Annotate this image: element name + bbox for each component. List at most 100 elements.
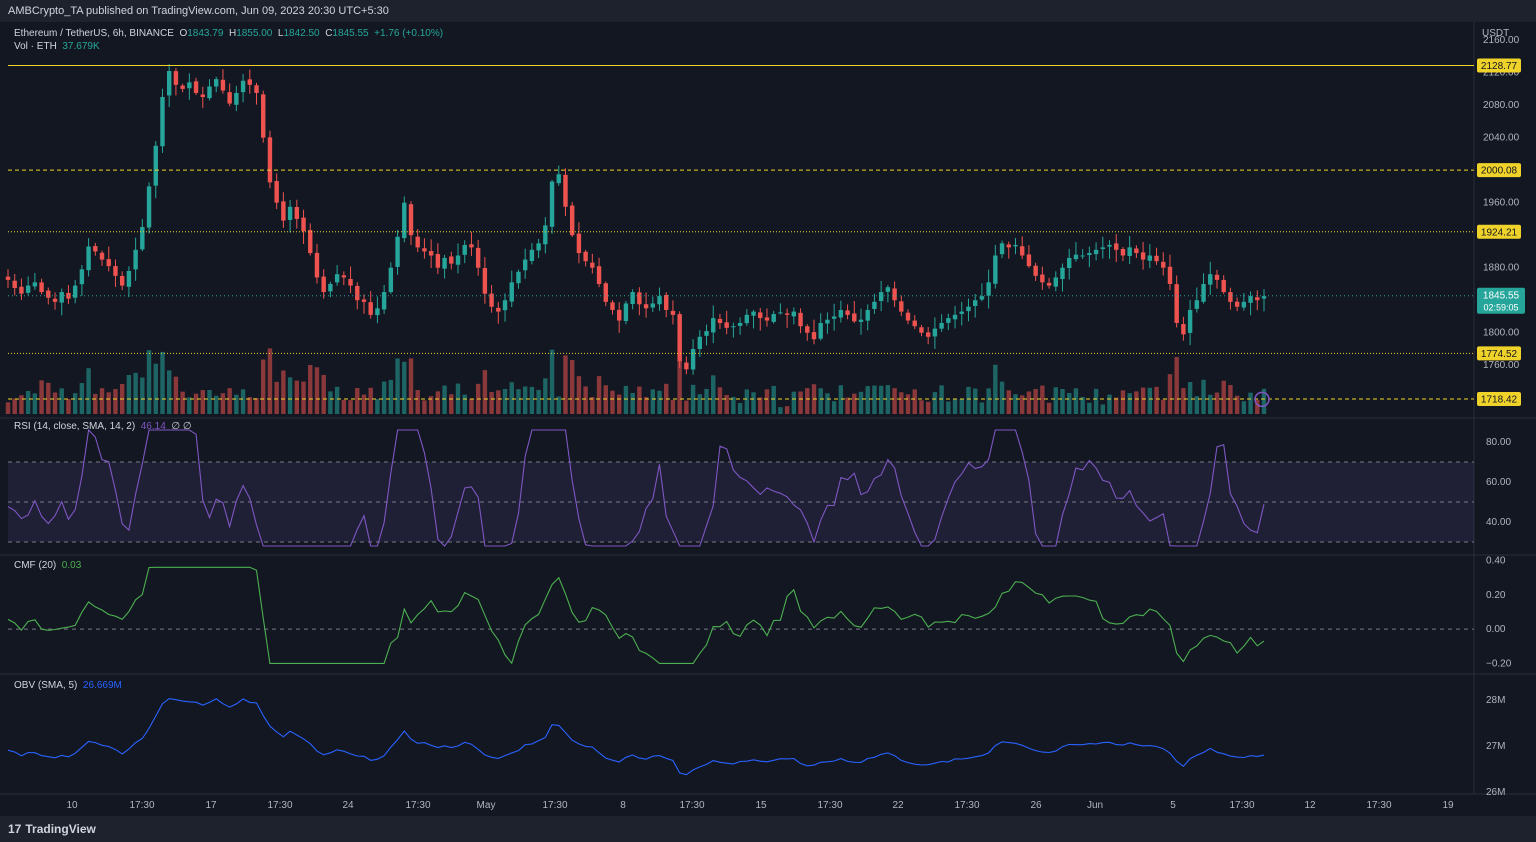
candle-body [637, 292, 642, 305]
volume-bar [1120, 390, 1126, 414]
volume-bar [623, 385, 629, 414]
volume-bar [764, 389, 770, 414]
volume-bar [543, 378, 548, 414]
candle-body [435, 254, 441, 268]
publish-note: AMBCrypto_TA published on TradingView.co… [8, 5, 389, 17]
obv-legend[interactable]: OBV (SMA, 5) 26.669M [14, 680, 122, 691]
candle-body [402, 202, 407, 239]
volume-bar [529, 386, 535, 414]
volume-bar [234, 394, 239, 414]
candle-body [872, 301, 877, 309]
candle-body [999, 243, 1005, 255]
candle-body [1214, 274, 1220, 280]
volume-bar [86, 368, 91, 414]
candle-body [106, 259, 111, 267]
candle-body [146, 186, 152, 228]
volume-bar [1053, 387, 1058, 414]
volume-bar [1046, 402, 1052, 414]
rsi-extra: ∅ ∅ [171, 421, 192, 432]
volume-bar [536, 389, 541, 414]
candle-body [489, 293, 494, 307]
candle-body [422, 248, 427, 252]
candle-body [1120, 248, 1126, 256]
candle-body [717, 318, 723, 323]
symbol-name[interactable]: Ethereum / TetherUS, 6h, BINANCE [14, 28, 174, 39]
volume-bar [610, 390, 615, 414]
time-axis-label: 17:30 [542, 800, 567, 811]
candle-body [281, 201, 286, 221]
candle-body [1140, 252, 1146, 260]
volume-bar [986, 388, 991, 414]
low-label: L [277, 28, 284, 39]
close-value: 1845.55 [332, 28, 369, 39]
candle-body [1073, 254, 1079, 260]
candle-body [180, 85, 185, 89]
level-label: 1924.21 [1481, 227, 1518, 238]
candle-body [952, 314, 958, 320]
volume-bar [852, 393, 857, 414]
obv-line [7, 698, 1265, 776]
volume-bar [1006, 390, 1011, 414]
last-price-label: 1845.55 [1483, 291, 1520, 302]
candle-body [690, 348, 696, 370]
time-axis-label: 5 [1170, 800, 1176, 811]
candle-body [1201, 283, 1206, 302]
cmf-value: 0.03 [61, 560, 82, 571]
volume-bar [751, 392, 756, 414]
volume-bar [415, 389, 420, 414]
time-axis-label: 26 [1030, 800, 1042, 811]
candle-body [590, 262, 595, 268]
time-axis-label: 17:30 [405, 800, 430, 811]
cmf-tick-label: −0.20 [1486, 658, 1512, 669]
volume-bar [462, 394, 467, 414]
volume-bar [1127, 393, 1132, 414]
volume-bar [1194, 396, 1200, 414]
volume-label[interactable]: Vol · ETH [14, 41, 57, 52]
rsi-legend[interactable]: RSI (14, close, SMA, 14, 2) 46.14 ∅ ∅ [14, 421, 192, 432]
level-label: 2000.08 [1481, 166, 1518, 177]
candle-body [166, 71, 172, 96]
volume-bar [838, 385, 844, 414]
candle-body [959, 311, 964, 314]
candle-body [838, 309, 844, 318]
volume-bar [227, 388, 232, 414]
rsi-tick-label: 60.00 [1486, 477, 1511, 488]
cmf-tick-label: 0.00 [1486, 624, 1506, 635]
candle-body [12, 280, 17, 289]
candle-body [308, 230, 313, 254]
volume-bar [12, 398, 17, 414]
candle-body [46, 290, 51, 298]
chart-area[interactable]: USDT2160.002120.002080.002040.001960.001… [0, 22, 1536, 816]
volume-bar [999, 381, 1005, 414]
volume-bar [670, 399, 676, 414]
candle-body [220, 79, 226, 91]
candle-body [368, 302, 373, 315]
candle-body [1241, 301, 1247, 308]
alert-bolt-icon[interactable] [1254, 391, 1270, 408]
cmf-legend[interactable]: CMF (20) 0.03 [14, 560, 81, 571]
volume-bar [435, 391, 441, 414]
candle-body [1080, 255, 1085, 257]
volume-bar [25, 391, 31, 414]
volume-bar [180, 391, 185, 414]
volume-bar [19, 395, 24, 414]
volume-bar [39, 380, 44, 414]
candle-body [939, 322, 944, 329]
candle-body [919, 327, 924, 333]
volume-bar [858, 391, 864, 414]
volume-bar [596, 376, 602, 414]
volume-bar [771, 385, 776, 414]
volume-bar [932, 392, 938, 414]
volume-bar [1114, 397, 1119, 414]
volume-bar [825, 393, 830, 414]
volume-legend: Vol · ETH 37.679K [14, 41, 100, 52]
currency-label: USDT [1482, 28, 1509, 39]
volume-bar [892, 388, 897, 414]
candle-body [72, 285, 78, 298]
candle-body [193, 81, 199, 93]
volume-bar [1161, 399, 1166, 414]
volume-bar [1073, 388, 1079, 414]
volume-bar [818, 388, 823, 414]
time-axis-label: 22 [892, 800, 904, 811]
tradingview-logo[interactable]: 17 TradingView [8, 822, 96, 836]
